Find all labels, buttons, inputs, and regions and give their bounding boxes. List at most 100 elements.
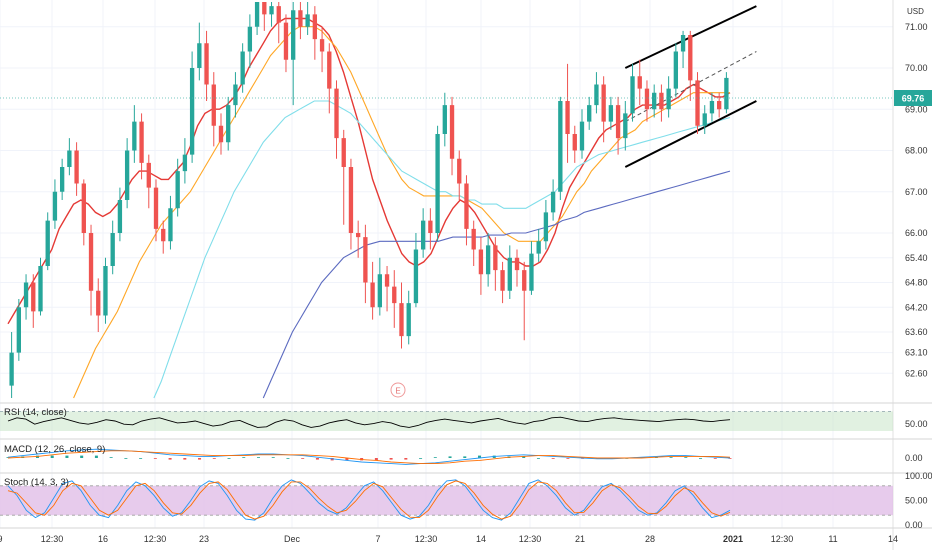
candle-body [67, 150, 72, 167]
candles [9, 2, 729, 398]
candle-body [23, 282, 29, 308]
candle-body [38, 266, 43, 312]
candle [247, 14, 253, 68]
candle [709, 92, 715, 122]
candle [276, 2, 281, 44]
macd-histogram-bar [124, 458, 128, 459]
macd-histogram-bar [212, 458, 216, 459]
candle-body [269, 6, 274, 15]
candle-body [218, 125, 224, 143]
macd-histogram-bar [389, 458, 393, 460]
time-tick-label: 23 [199, 534, 209, 544]
candle-body [305, 14, 310, 27]
candle [23, 274, 29, 320]
candle-body [356, 233, 361, 238]
macd-histogram-bar [109, 457, 113, 458]
candle [449, 96, 455, 176]
candle-body [507, 257, 512, 291]
price-tick-label: 63.10 [905, 348, 928, 358]
candle [226, 96, 231, 151]
macd-histogram-bar [139, 458, 143, 459]
candle-body [197, 43, 202, 68]
candle-body [392, 286, 397, 304]
macd-histogram-bar [536, 458, 540, 459]
candle [88, 224, 94, 316]
candle-body [9, 352, 14, 386]
candle-body [59, 167, 65, 192]
candle [478, 237, 484, 295]
macd-histogram-bar [286, 458, 290, 459]
rsi-pane: 50.00 [0, 410, 928, 431]
candle-body [500, 270, 505, 291]
candle [406, 290, 411, 345]
candle [132, 105, 137, 163]
candle-body [146, 162, 151, 188]
candle-body [493, 245, 498, 271]
time-axis[interactable]: 9 12:30 16 12:30 23 Dec 7 12:30 14 12:30 21 28 2021 1… [0, 534, 898, 544]
candle [139, 113, 144, 180]
macd-histogram-bar [699, 458, 703, 459]
candle [348, 158, 354, 250]
candle-body [175, 171, 180, 209]
candle-body [312, 14, 318, 40]
candle [9, 332, 14, 398]
candle-body [211, 84, 216, 126]
candle [615, 96, 621, 155]
candle [146, 154, 151, 209]
candle [536, 228, 541, 262]
candle [579, 109, 585, 159]
candle-body [471, 228, 476, 250]
time-tick-label: 12:30 [771, 534, 794, 544]
candle [269, 2, 274, 27]
candle-body [572, 134, 577, 151]
candle-body [168, 208, 173, 242]
candle-body [680, 35, 686, 52]
macd-tick-label: 0.00 [905, 453, 923, 463]
candle-body [724, 77, 729, 110]
candle [45, 212, 50, 271]
earnings-marker[interactable] [390, 382, 406, 398]
earnings-marker-label: E [395, 387, 400, 396]
candle-body [283, 22, 289, 60]
candle-body [652, 92, 657, 110]
candle [550, 179, 556, 221]
candle [500, 261, 505, 304]
candle-body [334, 88, 339, 139]
candle [168, 195, 173, 250]
candle [341, 129, 346, 225]
macd-histogram-bar [478, 455, 482, 458]
candle-body [587, 105, 592, 122]
macd-label: MACD (12, 26, close, 9) [4, 444, 105, 455]
candle-body [442, 105, 447, 134]
candle-body [637, 76, 642, 89]
candle-body [103, 266, 108, 316]
moving-average-line [153, 100, 731, 399]
candle [189, 51, 195, 163]
candle-body [254, 2, 260, 27]
candle-body [594, 84, 599, 106]
candle-body [81, 183, 86, 233]
candle-body [464, 183, 469, 229]
candle-body [327, 51, 332, 89]
candle-body [695, 80, 700, 126]
candle [392, 270, 397, 328]
price-axis[interactable]: USD 71.00 70.00 69.00 68.00 67.00 66.00 65.40 6… [892, 0, 928, 550]
rsi-band [0, 411, 893, 431]
candle [637, 59, 642, 106]
candle-body [514, 257, 520, 271]
candle [384, 266, 390, 312]
candle [110, 220, 115, 275]
price-tick-label: 70.00 [905, 63, 928, 73]
macd-histogram-bar [669, 457, 673, 458]
time-tick-label: 12:30 [415, 534, 438, 544]
candle-body [709, 101, 715, 114]
candle-body [543, 212, 549, 242]
time-tick-label: 16 [98, 534, 108, 544]
candle-body [485, 245, 491, 275]
candle-body [161, 228, 166, 242]
candle [695, 72, 700, 134]
candle [283, 14, 289, 73]
candle [52, 179, 58, 229]
